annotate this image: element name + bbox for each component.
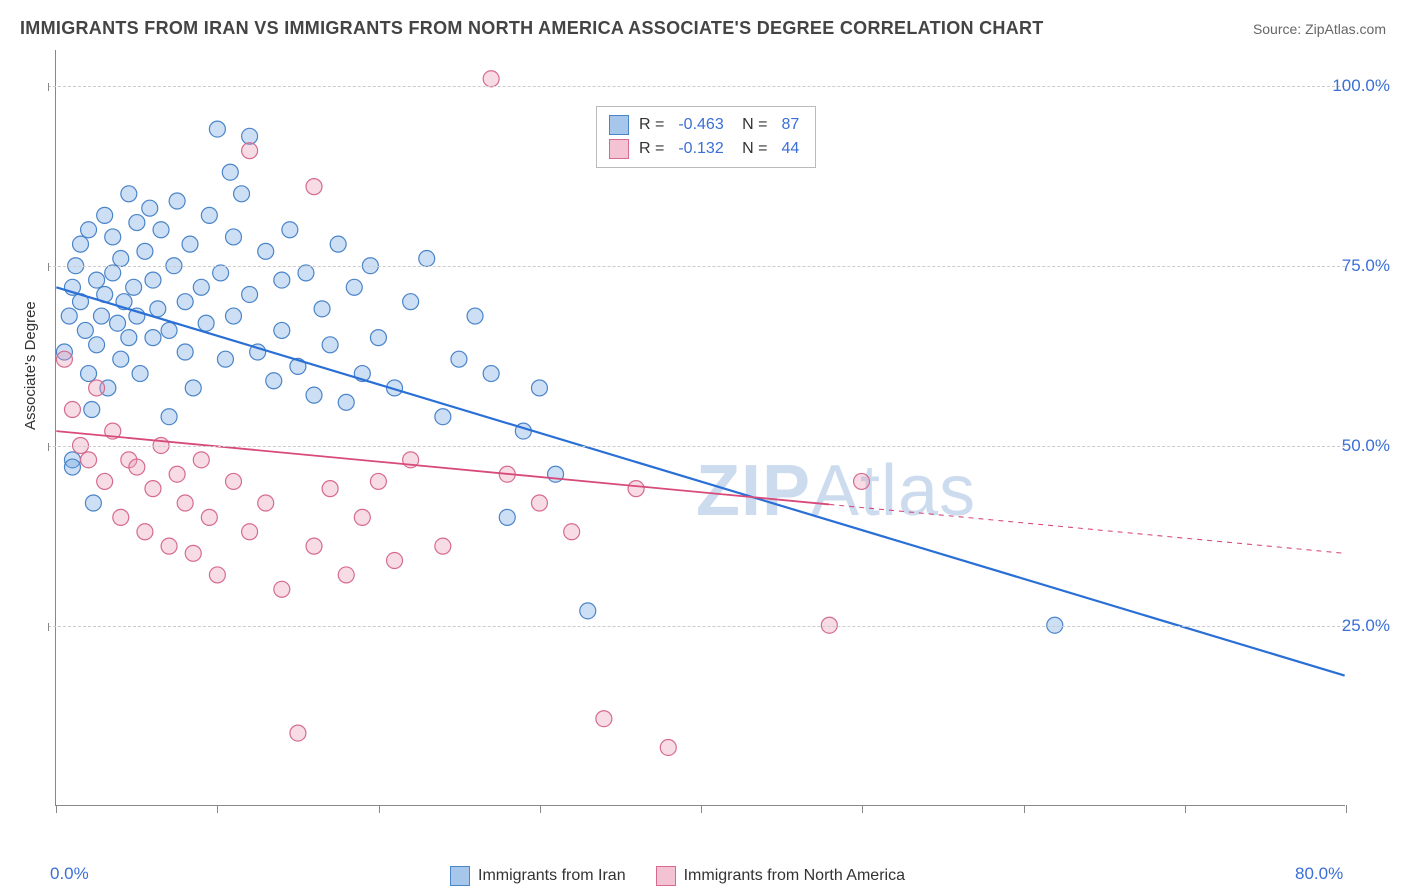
x-tick	[1346, 805, 1347, 813]
legend-row: R =-0.463 N =87	[609, 113, 803, 137]
correlation-legend: R =-0.463 N =87 R =-0.132 N =44	[596, 106, 816, 168]
legend-row: R =-0.132 N =44	[609, 137, 803, 161]
y-tick-label: 25.0%	[1342, 616, 1390, 636]
plot-area: ZIPAtlas R =-0.463 N =87 R =-0.132 N =44	[55, 50, 1345, 806]
source-label: Source: ZipAtlas.com	[1253, 21, 1386, 37]
y-axis-label: Associate's Degree	[22, 301, 39, 430]
gridline	[48, 446, 1345, 447]
x-tick-label: 80.0%	[1295, 864, 1343, 884]
gridline	[48, 266, 1345, 267]
y-tick-label: 75.0%	[1342, 256, 1390, 276]
x-tick	[701, 805, 702, 813]
legend-item: Immigrants from Iran	[450, 866, 626, 886]
gridline	[48, 86, 1345, 87]
y-tick-label: 100.0%	[1332, 76, 1390, 96]
gridline	[48, 626, 1345, 627]
x-tick	[540, 805, 541, 813]
y-tick-label: 50.0%	[1342, 436, 1390, 456]
x-tick	[1185, 805, 1186, 813]
x-tick-label: 0.0%	[50, 864, 89, 884]
x-tick	[217, 805, 218, 813]
title-bar: IMMIGRANTS FROM IRAN VS IMMIGRANTS FROM …	[20, 18, 1386, 39]
x-tick	[56, 805, 57, 813]
x-tick	[379, 805, 380, 813]
series-legend: Immigrants from Iran Immigrants from Nort…	[450, 866, 905, 886]
legend-item: Immigrants from North America	[656, 866, 905, 886]
watermark: ZIPAtlas	[696, 450, 976, 532]
chart-title: IMMIGRANTS FROM IRAN VS IMMIGRANTS FROM …	[20, 18, 1044, 39]
x-tick	[862, 805, 863, 813]
x-tick	[1024, 805, 1025, 813]
